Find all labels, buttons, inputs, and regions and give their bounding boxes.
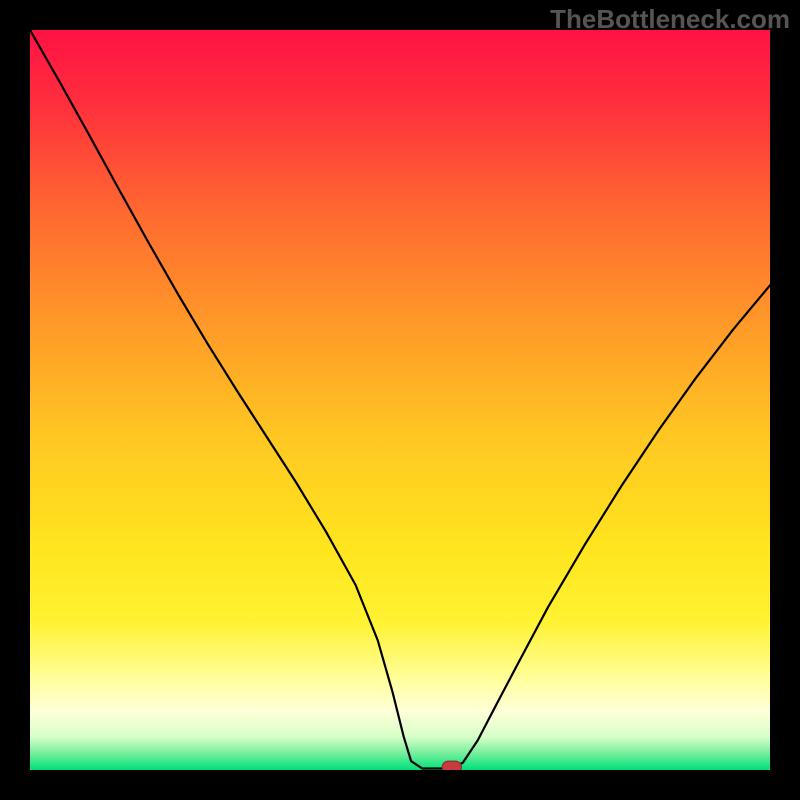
optimum-marker — [442, 761, 461, 770]
gradient-background — [30, 30, 770, 770]
plot-area — [30, 30, 770, 770]
bottleneck-chart — [30, 30, 770, 770]
chart-frame: TheBottleneck.com — [0, 0, 800, 800]
